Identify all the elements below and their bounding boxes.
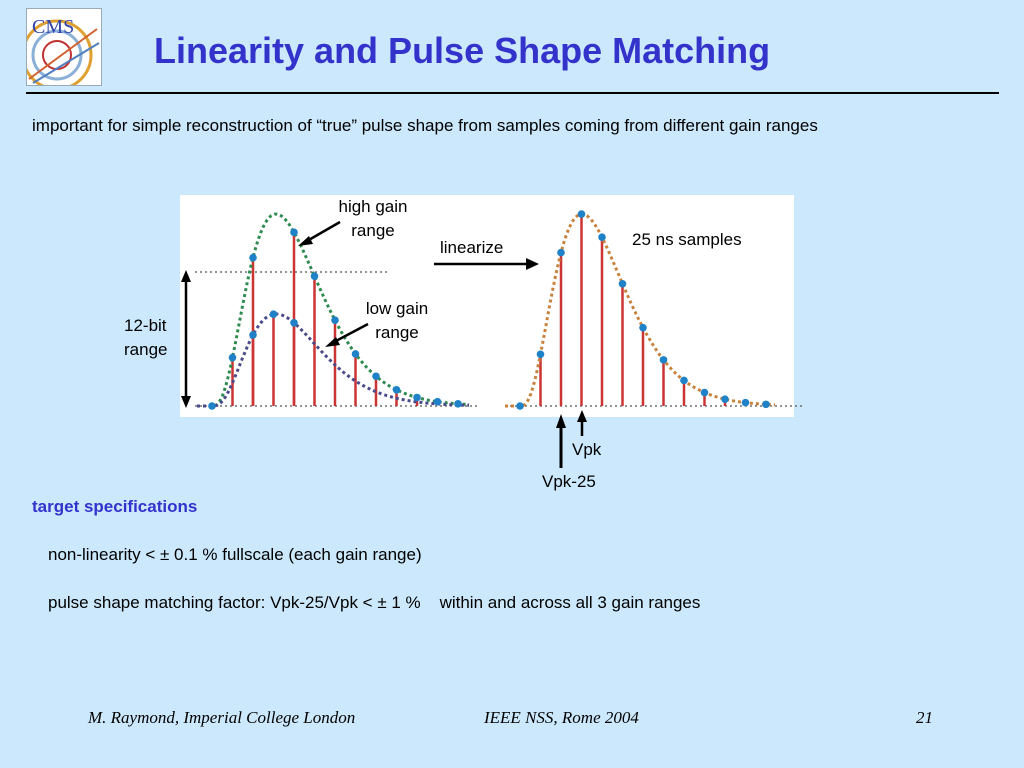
footer-conference: IEEE NSS, Rome 2004 — [484, 708, 639, 727]
bit-range-label-line2: range — [124, 340, 168, 359]
spec-nonlinearity: non-linearity < ± 0.1 % fullscale (each … — [48, 545, 422, 564]
high-gain-sample-5-point — [310, 272, 319, 281]
bit-range-arrow — [181, 270, 191, 408]
intro-text: important for simple reconstruction of “… — [32, 116, 818, 135]
linearized-sample-5-point — [618, 279, 627, 288]
footer-page-number: 21 — [916, 708, 933, 727]
low-gain-label-line1: low gain — [365, 299, 429, 318]
plot-panel — [180, 195, 794, 417]
bit-range-label: 12-bit range — [124, 314, 186, 362]
linearized-sample-2-point — [557, 248, 565, 257]
linearized-sample-4-point — [598, 233, 606, 242]
vpk25-label: Vpk-25 — [542, 472, 596, 491]
vpk25-arrow — [556, 414, 566, 468]
high-gain-sample-6-point — [331, 316, 339, 325]
linearized-sample-11-point — [741, 398, 750, 407]
high-gain-sample-1-point — [228, 353, 237, 362]
spec-pulse-shape: pulse shape matching factor: Vpk-25/Vpk … — [48, 593, 701, 612]
specs-heading: target specifications — [32, 497, 198, 516]
high-gain-label-line2: range — [351, 221, 395, 240]
high-gain-sample-12-point — [454, 400, 462, 408]
low-gain-curve — [197, 312, 470, 408]
title-divider — [26, 92, 999, 94]
logo-text: CMS — [32, 16, 74, 38]
high-gain-sample-7-point — [351, 350, 360, 358]
linearized-sample-3-point — [577, 210, 586, 218]
linearized-sample-8-point — [680, 376, 688, 385]
low-gain-sample-2-point — [249, 331, 257, 339]
high-gain-sample-10-point — [413, 393, 421, 402]
low-gain-sample-3-point — [269, 310, 278, 319]
high-gain-sample-8-point — [372, 372, 380, 381]
footer-author: M. Raymond, Imperial College London — [88, 708, 356, 727]
high-gain-sample-11-point — [433, 397, 442, 406]
linearized-sample-10-point — [721, 395, 729, 403]
high-gain-sample-0-point — [208, 402, 216, 410]
linearized-sample-9-point — [700, 388, 709, 397]
high-gain-sample-9-point — [392, 385, 401, 394]
high-gain-label: high gain range — [328, 195, 418, 243]
page-title: Linearity and Pulse Shape Matching — [154, 30, 771, 71]
linearize-label: linearize — [440, 238, 504, 257]
low-gain-sample-4-point — [290, 318, 298, 327]
vpk-arrow — [577, 410, 587, 436]
low-gain-label-line2: range — [375, 323, 419, 342]
vpk-label: Vpk — [572, 440, 602, 459]
linearized-sample-6-point — [639, 323, 647, 332]
ns-samples-label: 25 ns samples — [632, 230, 742, 249]
sample-points — [208, 210, 770, 410]
high-gain-pointer — [298, 220, 341, 246]
linearize-arrow — [434, 258, 539, 270]
high-gain-label-line1: high gain — [338, 197, 408, 216]
bit-range-label-line1: 12-bit — [124, 316, 167, 335]
low-gain-pointer — [325, 322, 369, 347]
linearized-sample-1-point — [536, 350, 545, 359]
linearized-sample-0-point — [516, 402, 524, 410]
high-gain-clipped-sample-2-point — [249, 253, 257, 262]
linearized-sample-12-point — [762, 400, 770, 409]
high-gain-clipped-sample-4-point — [290, 228, 298, 237]
low-gain-label: low gain range — [354, 297, 440, 345]
linearized-sample-7-point — [659, 356, 668, 364]
high-gain-curve — [197, 212, 470, 408]
